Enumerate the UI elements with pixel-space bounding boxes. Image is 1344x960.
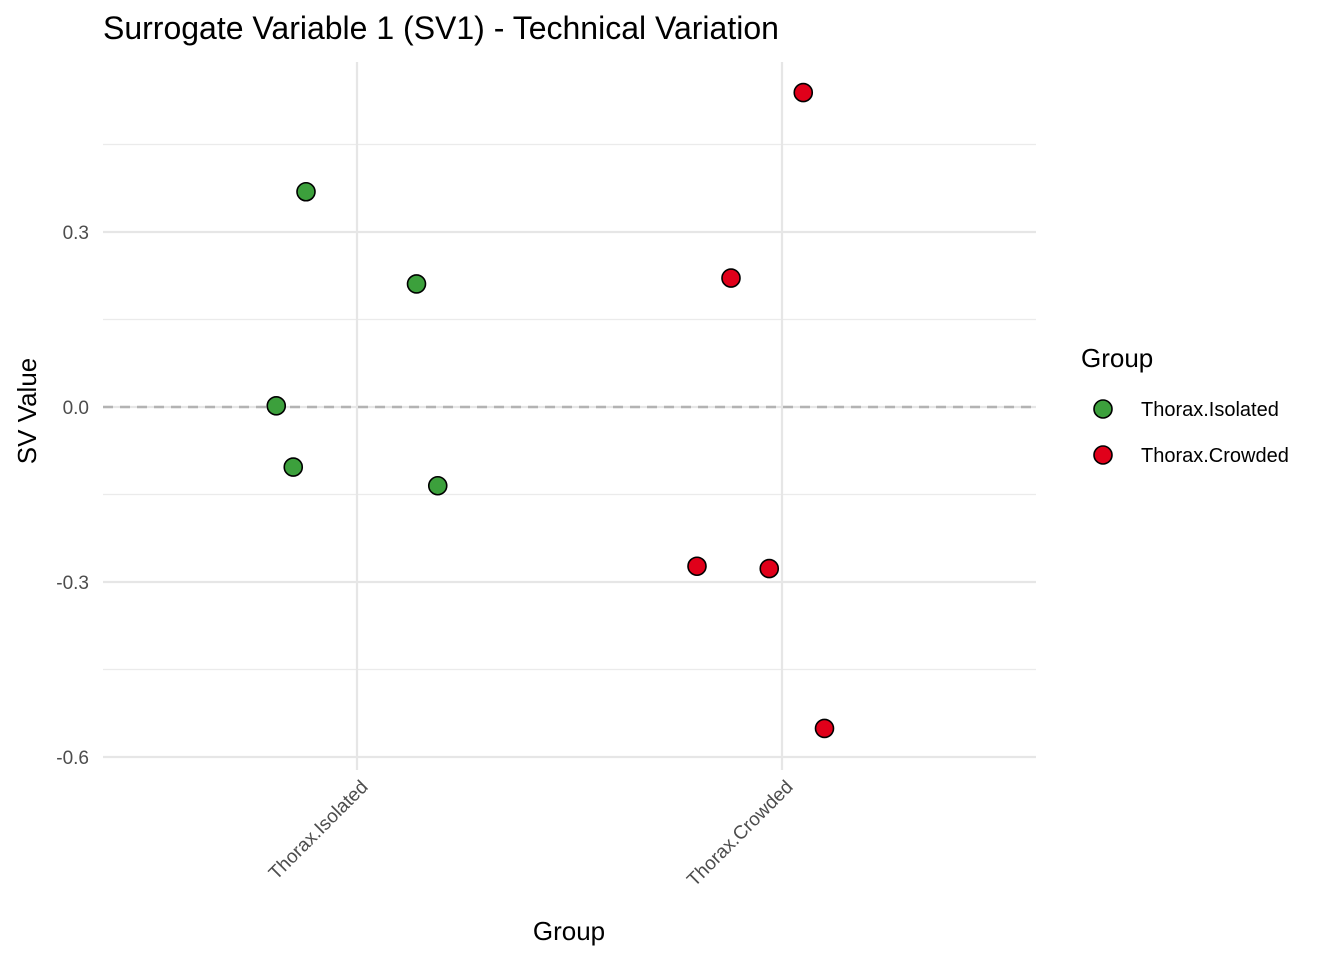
y-tick-label: -0.6 xyxy=(56,748,89,769)
x-axis-ticks: Thorax.Isolated Thorax.Crowded xyxy=(265,777,797,891)
data-points xyxy=(266,82,835,739)
y-axis-title: SV Value xyxy=(12,358,42,464)
data-point xyxy=(283,457,304,477)
y-tick-label: 0.0 xyxy=(63,398,89,419)
grid xyxy=(103,62,1036,770)
legend-label: Thorax.Crowded xyxy=(1141,445,1289,467)
data-point xyxy=(296,181,316,202)
data-point xyxy=(266,396,287,416)
legend-label: Thorax.Isolated xyxy=(1141,399,1279,421)
legend-key xyxy=(1093,445,1113,465)
legend-title: Group xyxy=(1081,343,1153,373)
x-tick-label: Thorax.Crowded xyxy=(683,777,797,891)
y-tick-label: 0.3 xyxy=(63,223,89,244)
data-point xyxy=(759,558,780,579)
data-point xyxy=(721,268,741,288)
y-tick-label: -0.3 xyxy=(56,573,89,594)
chart-title: Surrogate Variable 1 (SV1) - Technical V… xyxy=(103,10,779,46)
legend: Group Thorax.Isolated Thorax.Crowded xyxy=(1081,343,1289,467)
data-point xyxy=(793,82,814,103)
data-point xyxy=(814,718,835,739)
x-tick-label: Thorax.Isolated xyxy=(265,777,372,884)
y-axis-ticks: 0.3 0.0 -0.3 -0.6 xyxy=(56,223,89,769)
data-point xyxy=(406,274,427,294)
legend-key xyxy=(1093,399,1113,419)
x-axis-title: Group xyxy=(533,916,605,946)
data-point xyxy=(687,556,707,577)
data-point xyxy=(427,475,448,496)
